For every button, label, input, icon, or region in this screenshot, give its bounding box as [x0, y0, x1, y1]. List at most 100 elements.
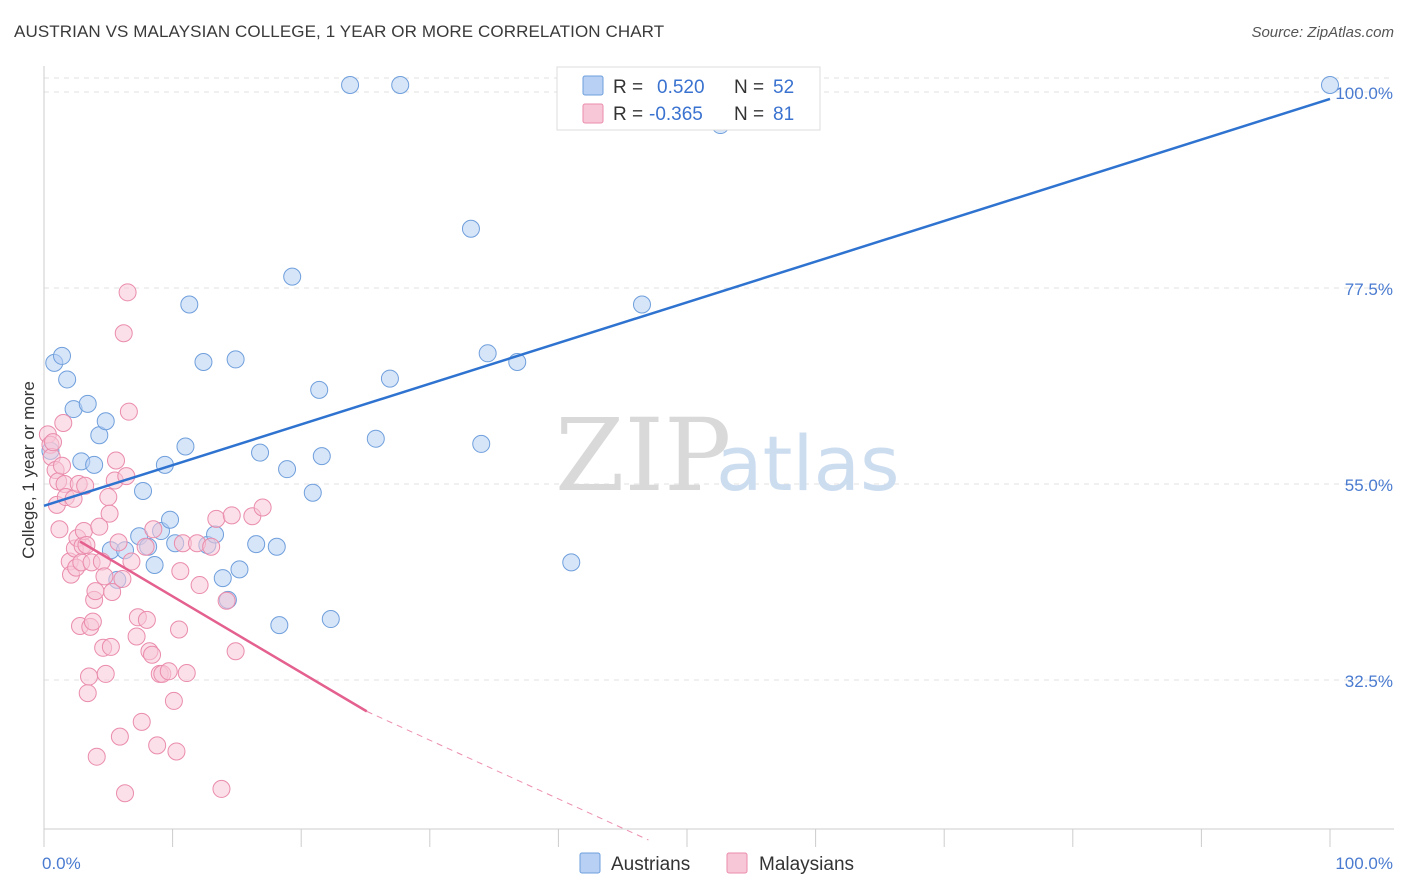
malaysians-n-label: N =	[734, 104, 764, 125]
austrians-point	[283, 267, 302, 286]
austrians-legend-swatch	[582, 75, 604, 96]
austrians-point	[213, 569, 232, 588]
malaysians-point	[253, 498, 272, 517]
malaysians-point	[103, 583, 122, 602]
malaysians-points	[38, 283, 272, 803]
source-credit: Source: ZipAtlas.com	[1251, 24, 1394, 41]
malaysians-point	[217, 591, 236, 610]
malaysians-point	[137, 610, 156, 629]
malaysians-point	[95, 567, 114, 586]
y-tick-labels: 32.5% 55.0% 77.5% 100.0%	[1335, 84, 1393, 691]
austrians-trend-line	[43, 97, 1331, 507]
malaysians-point	[54, 414, 73, 433]
malaysians-point	[159, 662, 178, 681]
legend-malaysians-label: Malaysians	[759, 854, 854, 875]
y-tick-label: 100.0%	[1335, 84, 1393, 103]
legend-austrians-swatch	[579, 852, 601, 874]
malaysians-point	[50, 520, 69, 539]
y-tick-label: 32.5%	[1345, 672, 1393, 691]
malaysians-point	[132, 712, 151, 731]
malaysians-point	[143, 645, 162, 664]
austrians-n-label: N =	[734, 77, 764, 98]
austrians-point	[562, 553, 581, 572]
austrians-point	[461, 219, 480, 238]
austrians-point	[478, 344, 497, 363]
malaysians-point	[86, 582, 105, 601]
austrians-point	[145, 556, 164, 575]
malaysians-point	[90, 517, 109, 536]
grid-lines	[44, 77, 1394, 681]
y-tick-label: 77.5%	[1345, 280, 1393, 299]
austrians-point	[53, 346, 72, 365]
austrians-point	[85, 455, 104, 474]
malaysians-point	[167, 742, 186, 761]
austrians-point	[366, 429, 385, 448]
austrians-point	[58, 370, 77, 389]
malaysians-point	[207, 509, 226, 528]
malaysians-point	[110, 727, 129, 746]
malaysians-point	[76, 476, 95, 495]
watermark: ZIP atlas	[555, 397, 900, 514]
austrians-points	[41, 75, 1339, 635]
malaysians-point	[114, 324, 133, 343]
malaysians-point	[80, 667, 99, 686]
malaysians-point	[170, 620, 189, 639]
malaysians-point	[226, 642, 245, 661]
malaysians-point	[127, 627, 146, 646]
malaysians-point	[113, 569, 132, 588]
malaysians-point	[119, 402, 138, 421]
austrians-point	[134, 481, 153, 500]
austrians-point	[472, 434, 491, 453]
legend-austrians-label: Austrians	[611, 854, 690, 875]
austrians-point	[310, 380, 329, 399]
austrians-point	[96, 412, 115, 431]
malaysians-trend-line	[79, 540, 368, 713]
austrians-point	[391, 75, 410, 94]
malaysians-point	[122, 552, 141, 571]
austrians-point	[180, 295, 199, 314]
austrians-point	[78, 394, 97, 413]
austrians-point	[270, 616, 289, 635]
malaysians-point	[190, 576, 209, 595]
austrians-n-value: 52	[773, 77, 794, 98]
malaysians-point	[136, 537, 155, 556]
malaysians-trend-extension	[366, 710, 649, 841]
y-axis-title: College, 1 year or more	[19, 381, 38, 559]
legend-malaysians-swatch	[726, 852, 748, 874]
austrians-r-label: R =	[613, 77, 643, 98]
malaysians-point	[107, 451, 126, 470]
chart-title: AUSTRIAN VS MALAYSIAN COLLEGE, 1 YEAR OR…	[14, 22, 665, 41]
malaysians-point	[78, 684, 97, 703]
malaysians-r-value: -0.365	[649, 104, 703, 125]
malaysians-r-label: R =	[613, 104, 643, 125]
y-tick-label: 55.0%	[1345, 476, 1393, 495]
malaysians-point	[87, 747, 106, 766]
malaysians-point	[83, 612, 102, 631]
x-tick-label-max: 100.0%	[1335, 854, 1393, 873]
austrians-point	[303, 483, 322, 502]
malaysians-point	[171, 562, 190, 581]
malaysians-point	[53, 456, 72, 475]
austrians-point	[312, 447, 331, 466]
malaysians-point	[44, 433, 63, 452]
malaysians-point	[212, 779, 231, 798]
austrians-point	[176, 437, 195, 456]
x-tick-labels: 0.0% 100.0%	[42, 854, 1393, 873]
malaysians-n-value: 81	[773, 104, 794, 125]
series-legend: Austrians Malaysians	[579, 852, 854, 875]
malaysians-point	[109, 533, 128, 552]
malaysians-point	[118, 283, 137, 302]
malaysians-point	[148, 736, 167, 755]
malaysians-point	[202, 537, 221, 556]
watermark-atlas: atlas	[716, 419, 900, 508]
austrians-point	[161, 510, 180, 529]
austrians-point	[1321, 75, 1339, 94]
austrians-point	[267, 537, 286, 556]
austrians-point	[278, 460, 297, 479]
malaysians-legend-swatch	[582, 103, 604, 124]
austrians-point	[194, 353, 213, 372]
austrians-point	[341, 75, 360, 94]
watermark-zip: ZIP	[555, 397, 731, 514]
malaysians-point	[116, 784, 135, 803]
